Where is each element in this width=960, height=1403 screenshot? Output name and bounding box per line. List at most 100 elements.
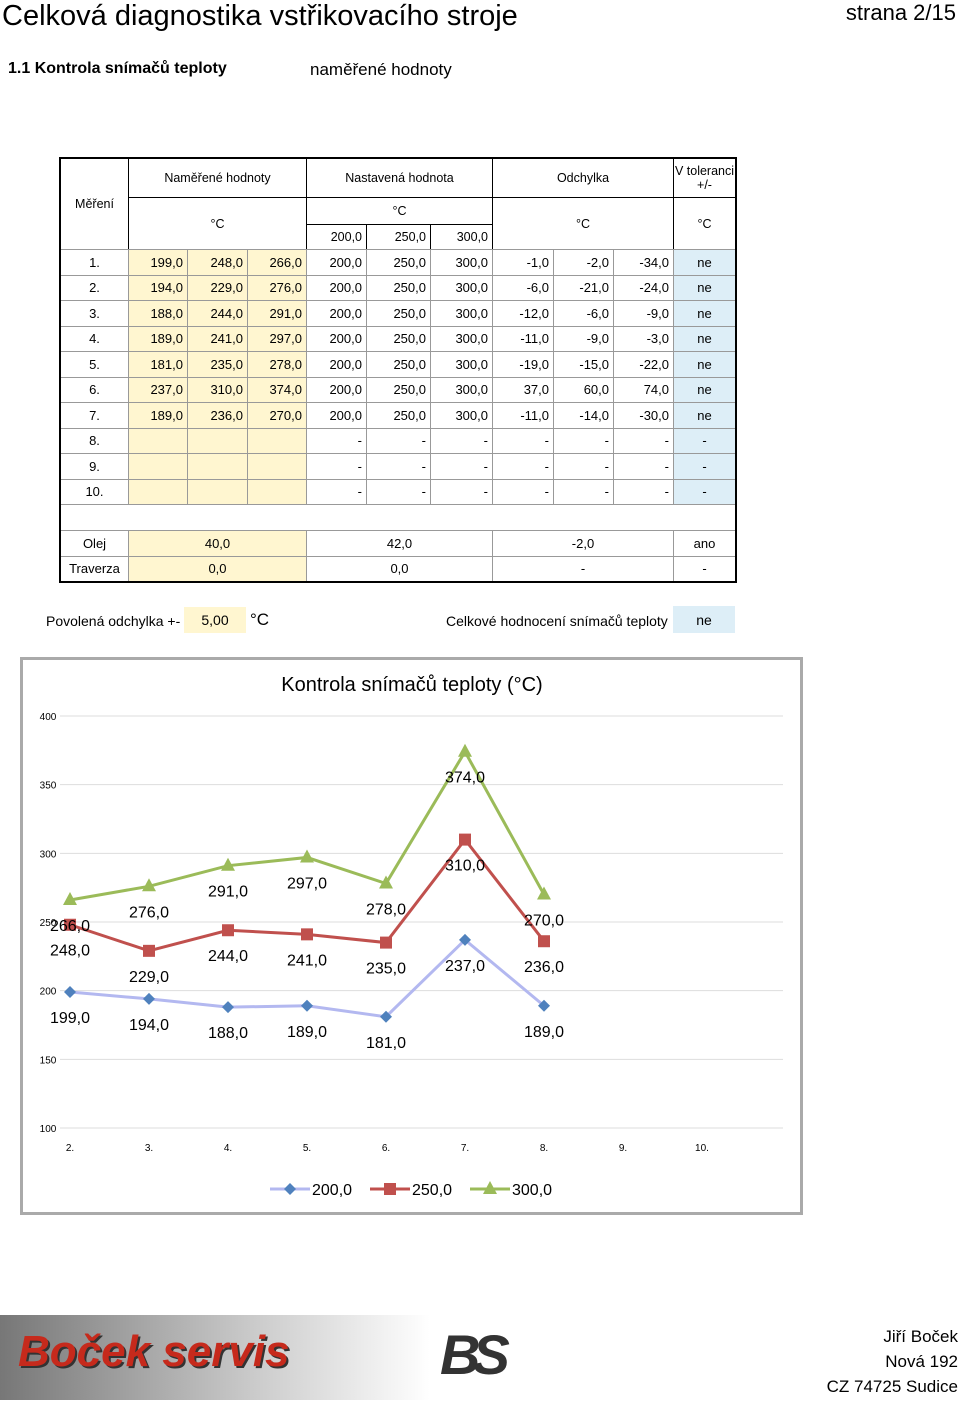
y-tick-label: 100 (40, 1124, 57, 1135)
tolerance-cell: ne (673, 325, 736, 352)
data-point (459, 833, 471, 846)
y-tick-label: 200 (40, 987, 57, 998)
page-number: strana 2/15 (845, 0, 956, 25)
data-label: 244,0 (208, 948, 248, 965)
measured-cell: 235,0 (187, 351, 248, 378)
measured-cell: 244,0 (187, 300, 248, 327)
measured-cell: 248,0 (187, 249, 248, 276)
data-point (459, 933, 471, 946)
data-point (64, 986, 76, 999)
y-tick-label: 300 (40, 849, 57, 860)
measured-cell: 194,0 (128, 274, 188, 301)
legend-marker (384, 1183, 396, 1195)
data-point (63, 892, 77, 906)
measured-cell: 188,0 (128, 300, 188, 327)
data-label: 237,0 (445, 958, 485, 975)
data-point (537, 886, 551, 900)
data-label: 270,0 (524, 913, 564, 930)
measured-cell: 229,0 (187, 274, 248, 301)
data-label: 278,0 (366, 902, 406, 919)
data-label: 194,0 (129, 1017, 169, 1034)
x-tick-label: 6. (382, 1143, 390, 1154)
measured-cell: 236,0 (187, 402, 248, 429)
legend-marker (284, 1183, 296, 1195)
legend-marker (483, 1181, 497, 1194)
logo-text: Boček servis (18, 1327, 290, 1376)
data-point (222, 1001, 234, 1014)
y-tick-label: 350 (40, 781, 57, 792)
x-tick-label: 3. (145, 1143, 153, 1154)
data-point (222, 924, 234, 937)
tolerance-cell: ne (673, 300, 736, 327)
x-tick-label: 10. (695, 1143, 709, 1154)
allowed-label: Povolená odchylka +- (46, 613, 181, 629)
x-tick-label: 9. (619, 1143, 627, 1154)
measured-cell: 237,0 (128, 376, 188, 403)
address-line: Nová 192 (885, 1352, 958, 1371)
tolerance-cell: - (673, 478, 736, 505)
data-label: 248,0 (50, 943, 90, 960)
section-subtitle: naměřené hodnoty (310, 60, 452, 79)
measured-cell: 297,0 (247, 325, 307, 352)
chart: Kontrola snímačů teploty (°C) 100 150 200 2… (20, 657, 803, 1215)
data-label: 181,0 (366, 1035, 406, 1052)
measured-cell (128, 427, 188, 454)
measured-cell: 278,0 (247, 351, 307, 378)
logo-mark: BS (440, 1323, 510, 1386)
data-label: 310,0 (445, 858, 485, 875)
legend-label: 200,0 (312, 1182, 352, 1199)
data-point (143, 992, 155, 1005)
section-title: 1.1 Kontrola snímačů teploty (8, 60, 227, 77)
chart-frame (20, 657, 803, 1215)
y-tick-label: 250 (40, 918, 57, 929)
address-line: Jiří Boček (883, 1327, 958, 1346)
legend-label: 250,0 (412, 1182, 452, 1199)
x-tick-label: 8. (540, 1143, 548, 1154)
data-point (380, 1010, 392, 1023)
data-point (300, 849, 314, 863)
legend-label: 300,0 (512, 1182, 552, 1199)
allowed-unit: °C (250, 610, 270, 629)
y-tick-label: 150 (40, 1055, 57, 1066)
data-label: 199,0 (50, 1010, 90, 1027)
data-point (301, 999, 313, 1012)
x-tick-label: 2. (66, 1143, 74, 1154)
address: Jiří Boček Nová 192 CZ 74725 Sudice (827, 1324, 958, 1399)
y-tick-label: 400 (40, 712, 57, 723)
data-label: 235,0 (366, 961, 406, 978)
data-label: 291,0 (208, 884, 248, 901)
overall-value: ne (673, 606, 735, 633)
data-point (301, 928, 313, 941)
data-point (538, 935, 550, 948)
measured-cell: 270,0 (247, 402, 307, 429)
logo-banner: Boček servis (0, 1315, 430, 1400)
table-frame (59, 157, 737, 583)
data-point (64, 918, 76, 931)
data-label: 374,0 (445, 770, 485, 787)
x-tick-label: 4. (224, 1143, 232, 1154)
data-point (380, 936, 392, 949)
measured-cell: 266,0 (247, 249, 307, 276)
data-label: 266,0 (50, 918, 90, 935)
x-tick-label: 7. (461, 1143, 469, 1154)
data-point (221, 857, 235, 871)
measured-cell (187, 478, 248, 505)
chart-title: Kontrola snímačů teploty (°C) (281, 674, 542, 696)
tolerance-cell: ne (673, 402, 736, 429)
data-label: 236,0 (524, 959, 564, 976)
data-point (458, 743, 472, 757)
measured-cell: 276,0 (247, 274, 307, 301)
data-label: 189,0 (524, 1024, 564, 1041)
measured-cell: 0,0 (128, 555, 307, 582)
page-title: Celková diagnostika vstřikovacího stroje (2, 0, 518, 32)
data-label: 229,0 (129, 969, 169, 986)
address-line: CZ 74725 Sudice (826, 1377, 958, 1396)
overall-label: Celkové hodnocení snímačů teploty (446, 613, 668, 629)
data-point (379, 875, 393, 889)
data-point (143, 944, 155, 957)
data-label: 241,0 (287, 952, 327, 969)
data-label: 189,0 (287, 1024, 327, 1041)
data-point (538, 999, 550, 1012)
x-tick-label: 5. (303, 1143, 311, 1154)
